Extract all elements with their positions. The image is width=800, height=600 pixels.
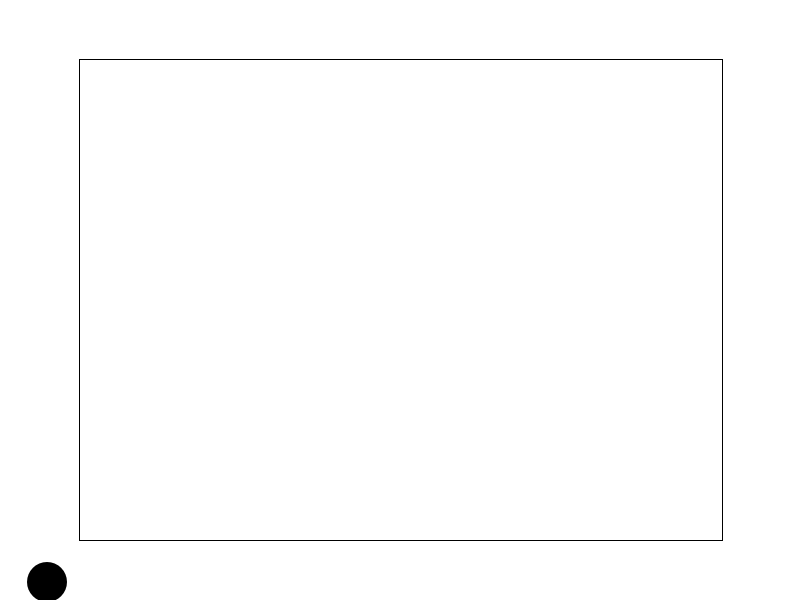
logo-circle-icon — [27, 562, 67, 600]
plot-frame — [79, 59, 723, 541]
bsc-logo — [27, 562, 67, 600]
emissions-map-canvas — [80, 60, 722, 540]
colorbar — [750, 98, 800, 546]
